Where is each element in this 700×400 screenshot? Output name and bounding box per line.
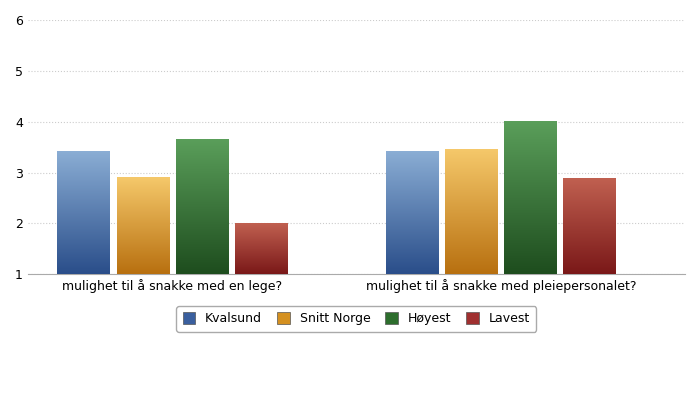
Legend: Kvalsund, Snitt Norge, Høyest, Lavest: Kvalsund, Snitt Norge, Høyest, Lavest [176,306,536,332]
